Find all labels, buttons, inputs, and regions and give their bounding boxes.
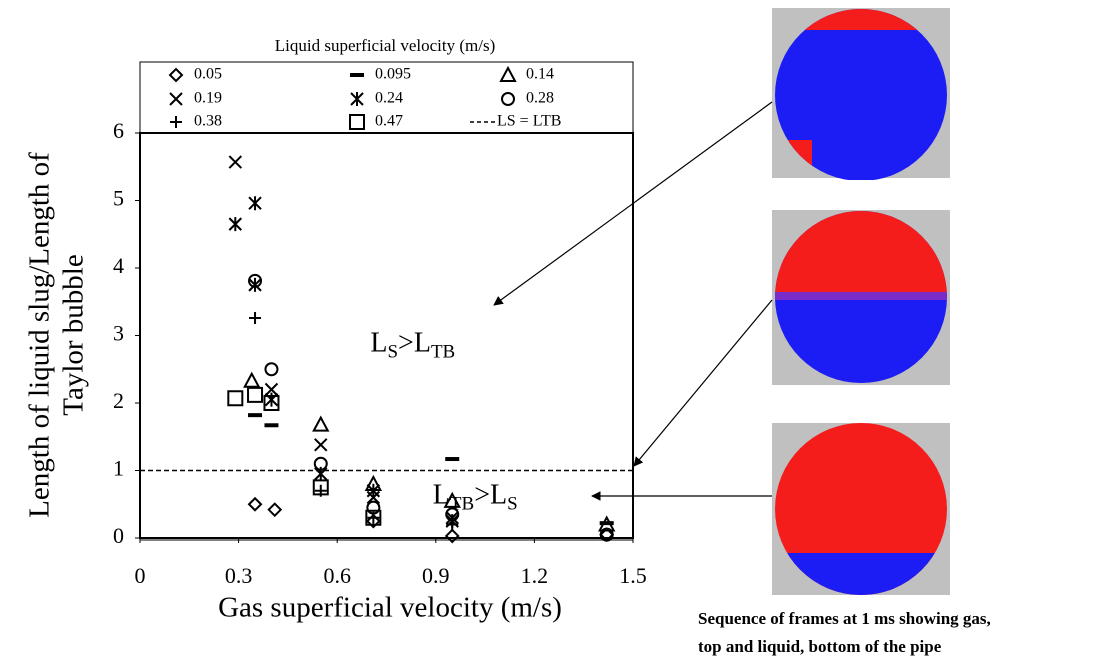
point: [367, 511, 380, 524]
annotation-part: L: [433, 480, 450, 511]
x-tick-label: 1.2: [521, 563, 549, 588]
legend-marker: [168, 67, 184, 83]
annotation-part: >L: [398, 328, 431, 359]
point: [444, 528, 460, 544]
annotation-part: TB: [431, 342, 455, 363]
point: [314, 438, 328, 452]
point: [247, 386, 264, 403]
x-tick-label: 0.6: [323, 563, 351, 588]
legend-label: 0.14: [526, 66, 554, 83]
point: [267, 502, 283, 518]
x-tick-label: 0.3: [225, 563, 253, 588]
pipe-frame-1: [772, 8, 950, 180]
point: [248, 196, 262, 211]
pipe-frame-3: [772, 423, 950, 595]
point: [445, 507, 460, 522]
y-tick-label: 1: [113, 456, 124, 481]
point: [366, 500, 381, 515]
caption: Sequence of frames at 1 ms showing gas,: [698, 609, 991, 628]
x-tick-label: 0.9: [422, 563, 450, 588]
legend-label: 0.47: [375, 113, 403, 130]
point: [443, 491, 461, 508]
point: [312, 415, 330, 432]
point: [249, 311, 262, 324]
legend-marker: [349, 114, 365, 130]
legend-label: 0.38: [194, 113, 222, 130]
legend-label: LS = LTB: [497, 113, 561, 130]
point: [228, 217, 243, 232]
legend-label: 0.19: [194, 90, 222, 107]
point: [599, 527, 614, 542]
y-tick-label: 4: [113, 253, 124, 278]
annotation: LS>LTB: [370, 328, 455, 363]
point: [263, 395, 280, 411]
y-tick-label: 6: [113, 118, 124, 143]
point: [264, 382, 279, 397]
pipe-frame-2: [772, 210, 950, 385]
x-tick-label: 1.5: [619, 563, 647, 588]
y-tick-label: 2: [113, 388, 124, 413]
legend-title: Liquid superficial velocity (m/s): [275, 36, 495, 55]
legend-label: 0.28: [526, 90, 554, 107]
y-tick-label: 3: [113, 321, 124, 346]
point: [247, 496, 263, 512]
legend-label: 0.05: [194, 66, 222, 83]
point: [228, 155, 243, 169]
point: [365, 509, 382, 526]
annotation-part: S: [507, 494, 518, 515]
legend-label: 0.24: [375, 90, 403, 107]
legend-marker: [170, 116, 182, 128]
annotation-part: L: [370, 328, 387, 359]
caption: top and liquid, bottom of the pipe: [698, 637, 942, 656]
point: [243, 371, 261, 388]
point: [264, 362, 279, 377]
legend-label: 0.095: [375, 66, 411, 83]
annotation-part: TB: [450, 494, 474, 515]
y-axis-title: Length of liquid slug/Length of: [24, 152, 56, 518]
point: [248, 273, 263, 288]
annotation-part: S: [387, 342, 398, 363]
point: [598, 515, 616, 532]
arrow: [633, 299, 773, 467]
legend-marker: [169, 92, 183, 106]
point: [312, 479, 329, 496]
y-axis-title: Taylor bubble: [58, 254, 90, 415]
point: [248, 277, 262, 292]
point: [446, 518, 459, 531]
x-tick-label: 0: [135, 563, 146, 588]
point: [313, 456, 328, 471]
legend-marker: [499, 65, 517, 82]
annotation: LTB>LS: [433, 480, 518, 515]
x-axis-title: Gas superficial velocity (m/s): [218, 592, 562, 624]
legend-marker: [501, 92, 516, 106]
point: [264, 392, 279, 407]
y-tick-label: 5: [113, 186, 124, 211]
annotation-part: >L: [474, 480, 507, 511]
point: [227, 390, 244, 407]
y-tick-label: 0: [113, 523, 124, 548]
legend-marker: [350, 92, 364, 106]
point: [366, 483, 381, 498]
point: [365, 513, 381, 529]
